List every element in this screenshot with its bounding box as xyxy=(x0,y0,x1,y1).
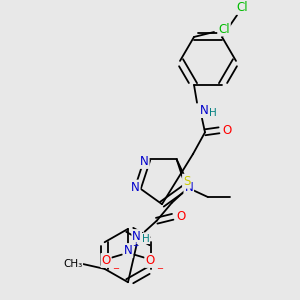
Text: −: − xyxy=(112,264,119,273)
Text: N: N xyxy=(140,155,149,168)
Text: S: S xyxy=(183,175,190,188)
Text: N: N xyxy=(184,181,193,194)
Text: N: N xyxy=(200,104,208,117)
Text: H: H xyxy=(209,107,217,118)
Text: N: N xyxy=(131,181,140,194)
Text: Cl: Cl xyxy=(218,22,230,36)
Text: O: O xyxy=(222,124,232,137)
Text: +: + xyxy=(132,241,138,250)
Text: O: O xyxy=(101,254,111,267)
Text: N: N xyxy=(124,244,132,257)
Text: −: − xyxy=(157,264,164,273)
Text: CH₃: CH₃ xyxy=(63,259,82,269)
Text: Cl: Cl xyxy=(236,1,248,14)
Text: H: H xyxy=(142,233,150,244)
Text: O: O xyxy=(176,210,185,223)
Text: N: N xyxy=(132,230,141,243)
Text: O: O xyxy=(146,254,154,267)
